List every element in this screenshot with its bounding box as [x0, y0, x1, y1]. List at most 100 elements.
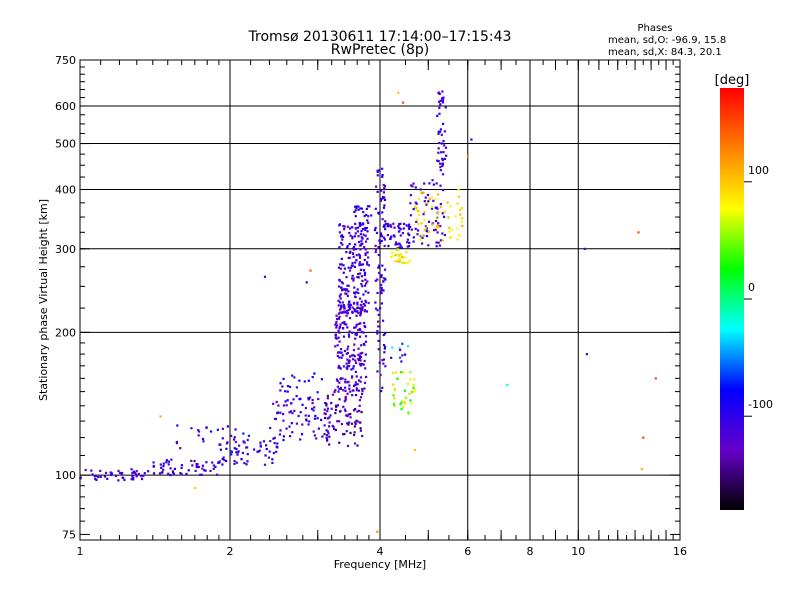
data-point [441, 173, 445, 176]
data-point [398, 347, 401, 350]
data-point [359, 248, 362, 251]
data-point [384, 277, 387, 280]
data-point [338, 331, 341, 334]
data-point [361, 351, 364, 354]
data-point [363, 273, 366, 277]
data-point [180, 464, 184, 467]
data-point [352, 277, 355, 280]
data-point [351, 237, 354, 240]
data-point [381, 359, 384, 362]
data-point [419, 188, 422, 191]
data-point [344, 386, 347, 389]
data-point [336, 379, 339, 383]
data-point [432, 199, 435, 202]
data-point [143, 472, 146, 475]
data-point [365, 310, 369, 313]
data-point [340, 351, 343, 354]
data-point [288, 425, 291, 428]
data-point [275, 400, 278, 404]
data-point [307, 423, 310, 426]
data-point [382, 280, 385, 283]
data-point [412, 240, 415, 243]
data-point [282, 435, 285, 438]
data-point [384, 228, 387, 231]
data-point [425, 234, 429, 238]
data-point [246, 460, 249, 463]
data-point [226, 425, 229, 428]
data-point [383, 225, 386, 228]
data-point [357, 389, 361, 392]
data-point [406, 238, 410, 241]
data-point [407, 227, 411, 230]
data-point [340, 234, 344, 237]
data-point [404, 396, 408, 399]
data-point [441, 239, 444, 242]
data-point [336, 420, 339, 423]
data-point [387, 244, 390, 248]
colorbar: [deg] 100 0 -100 [715, 73, 773, 510]
data-point [346, 225, 350, 228]
data-point [415, 220, 418, 224]
data-point [276, 446, 279, 449]
data-point [343, 267, 346, 270]
data-point [165, 461, 168, 464]
data-point [343, 349, 347, 353]
data-point [345, 309, 348, 312]
data-point [159, 463, 162, 466]
data-point [432, 229, 436, 232]
data-point [393, 397, 396, 400]
data-point [337, 266, 341, 269]
data-point [457, 195, 460, 198]
data-point [347, 290, 350, 293]
x-tick-label: 4 [377, 545, 384, 558]
data-point [414, 227, 417, 230]
data-point [374, 207, 377, 210]
data-point [295, 394, 298, 398]
data-point [365, 226, 368, 230]
data-point [361, 237, 364, 240]
data-point [416, 233, 419, 236]
data-point [410, 228, 413, 231]
data-point [262, 440, 266, 443]
data-point [397, 248, 400, 251]
data-point [355, 389, 358, 392]
data-point [441, 212, 444, 215]
data-point [440, 97, 444, 100]
data-point [357, 353, 360, 356]
data-point [346, 294, 349, 298]
data-point [324, 401, 327, 405]
data-point [95, 478, 98, 481]
data-point [356, 276, 359, 279]
data-point [399, 234, 402, 237]
data-point [344, 410, 347, 413]
data-point [365, 207, 368, 211]
data-point [334, 389, 337, 392]
data-point [407, 232, 410, 235]
data-point [403, 256, 406, 259]
data-point [359, 233, 362, 236]
data-point [362, 233, 365, 236]
data-point [414, 201, 417, 204]
data-point [357, 253, 361, 256]
data-point [435, 226, 439, 230]
data-point [354, 232, 357, 235]
data-point [450, 228, 454, 231]
data-point [401, 256, 404, 259]
data-point [340, 289, 344, 292]
data-point [399, 228, 402, 231]
data-point [376, 278, 379, 281]
data-point [437, 222, 440, 225]
data-point [346, 351, 350, 355]
data-point [320, 418, 323, 422]
data-point [399, 222, 402, 225]
data-point [278, 433, 282, 436]
data-point [328, 421, 331, 424]
data-point [353, 442, 357, 445]
data-point [402, 405, 405, 408]
data-point [118, 471, 122, 474]
data-point [441, 157, 444, 160]
axes: 75 100 200 300 400 500 600 750 1 2 4 6 8 10 16 [55, 54, 687, 558]
data-point [352, 247, 355, 250]
data-point [356, 444, 359, 447]
data-point [364, 290, 367, 293]
